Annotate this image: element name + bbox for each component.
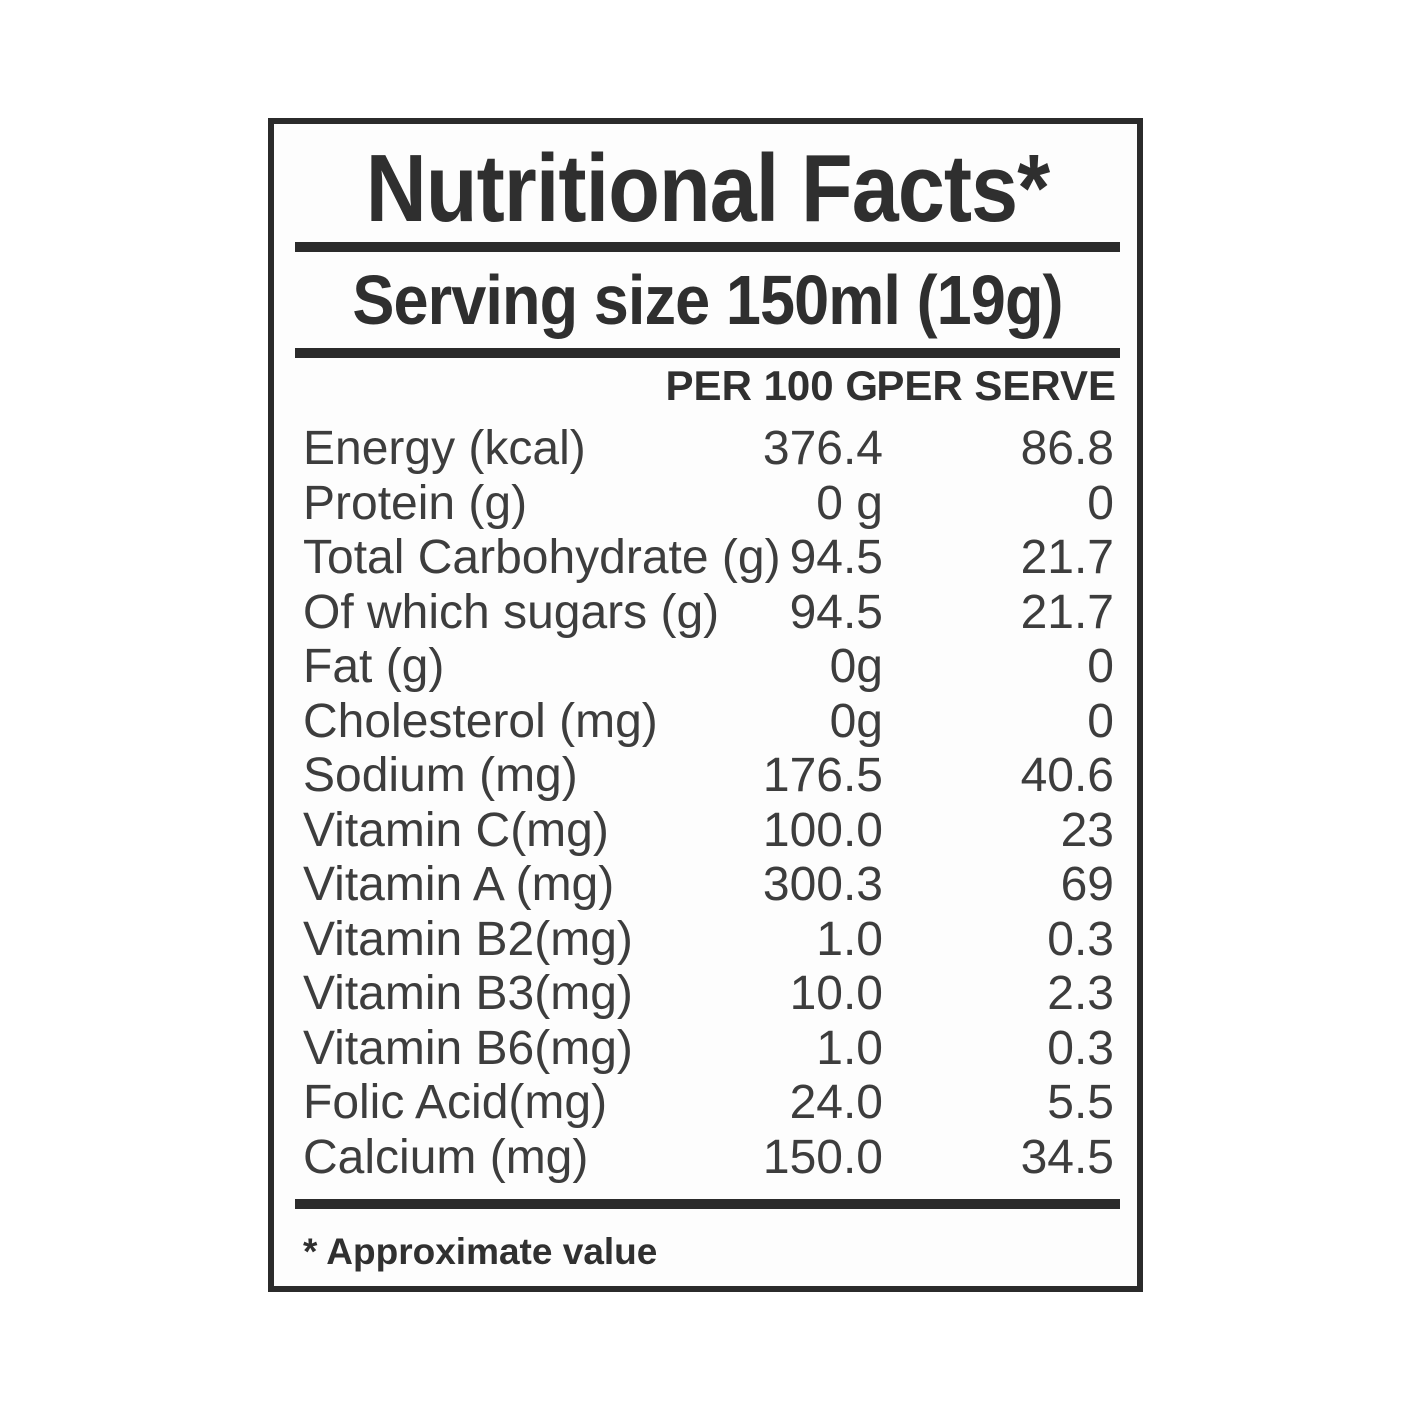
nutrient-value-per-100g: 150.0 [762,1130,883,1184]
nutrient-value-per-serve: 34.5 [1020,1130,1114,1184]
nutrient-name: Vitamin C(mg) [303,803,609,857]
nutrient-value-per-serve: 0 [1087,476,1114,530]
nutrient-name: Vitamin B3(mg) [303,967,633,1020]
nutrient-value-per-serve: 21.7 [1020,585,1114,639]
approximate-value-footnote: * Approximate value [303,1231,658,1272]
nutrient-name: Protein (g) [303,476,528,530]
column-header-row: PER 100 G PER SERVE [295,358,1120,414]
nutrient-table: Energy (kcal) 376.4 86.8 Protein (g) 0 g… [295,422,1120,1185]
nutrient-value-per-serve: 0.3 [1047,912,1114,966]
nutrient-value-per-serve: 0 [1087,640,1114,693]
nutrient-row: Vitamin C(mg) 100.0 23 [295,804,1120,859]
nutrient-value-per-100g: 1.0 [816,912,883,966]
nutrient-row: Energy (kcal) 376.4 86.8 [295,422,1120,477]
nutrient-name: Energy (kcal) [303,422,586,475]
nutrient-name: Fat (g) [303,640,445,693]
nutrient-value-per-serve: 21.7 [1020,531,1114,584]
nutrient-value-per-100g: 10.0 [789,967,883,1020]
divider-serving [295,348,1120,358]
nutrient-value-per-serve: 2.3 [1047,967,1114,1020]
nutrient-name: Folic Acid(mg) [303,1076,608,1129]
nutrient-name: Cholesterol (mg) [303,694,658,748]
nutrient-row: Sodium (mg) 176.5 40.6 [295,749,1120,804]
nutrient-value-per-100g: 94.5 [789,531,883,584]
nutrient-row: Fat (g) 0g 0 [295,640,1120,695]
nutrient-name: Of which sugars (g) [303,585,720,639]
nutrient-name: Vitamin B2(mg) [303,912,633,966]
nutrient-value-per-100g: 94.5 [789,585,883,639]
nutrient-value-per-100g: 24.0 [789,1076,883,1129]
nutrient-row: Cholesterol (mg) 0g 0 [295,695,1120,750]
nutrient-value-per-100g: 300.3 [762,858,883,911]
nutrient-name: Vitamin A (mg) [303,858,615,911]
nutrient-row: Vitamin B6(mg) 1.0 0.3 [295,1022,1120,1077]
nutrient-value-per-100g: 376.4 [762,422,883,475]
nutrient-value-per-serve: 5.5 [1047,1076,1114,1129]
nutrient-row: Of which sugars (g) 94.5 21.7 [295,586,1120,641]
nutrient-name: Total Carbohydrate (g) [303,531,781,584]
divider-bottom [295,1199,1120,1209]
nutrient-value-per-100g: 0g [829,640,883,693]
nutrient-value-per-100g: 176.5 [762,749,883,802]
panel-title: Nutritional Facts* [365,135,1050,242]
nutrient-value-per-100g: 0g [829,694,883,748]
nutrient-name: Calcium (mg) [303,1130,589,1184]
nutrient-value-per-100g: 1.0 [816,1021,883,1075]
nutrition-facts-panel: Nutritional Facts* Serving size 150ml (1… [268,118,1143,1292]
column-header-per-100g: PER 100 G [665,362,878,409]
nutrient-row: Folic Acid(mg) 24.0 5.5 [295,1076,1120,1131]
nutrient-row: Total Carbohydrate (g) 94.5 21.7 [295,531,1120,586]
nutrient-row: Calcium (mg) 150.0 34.5 [295,1131,1120,1186]
nutrient-name: Vitamin B6(mg) [303,1021,633,1075]
nutrient-row: Protein (g) 0 g 0 [295,477,1120,532]
nutrient-row: Vitamin B2(mg) 1.0 0.3 [295,913,1120,968]
column-header-per-serve: PER SERVE [876,362,1116,409]
nutrient-value-per-100g: 100.0 [762,803,883,857]
nutrient-value-per-serve: 23 [1060,803,1114,857]
nutrient-value-per-serve: 40.6 [1020,749,1114,802]
serving-size-line: Serving size 150ml (19g) [352,261,1063,339]
nutrient-value-per-100g: 0 g [816,476,883,530]
nutrient-row: Vitamin A (mg) 300.3 69 [295,858,1120,913]
nutrient-value-per-serve: 86.8 [1020,422,1114,475]
nutrient-value-per-serve: 0.3 [1047,1021,1114,1075]
nutrient-value-per-serve: 0 [1087,694,1114,748]
nutrient-row: Vitamin B3(mg) 10.0 2.3 [295,967,1120,1022]
nutrient-name: Sodium (mg) [303,749,578,802]
nutrient-value-per-serve: 69 [1060,858,1114,911]
divider-top [295,242,1120,252]
